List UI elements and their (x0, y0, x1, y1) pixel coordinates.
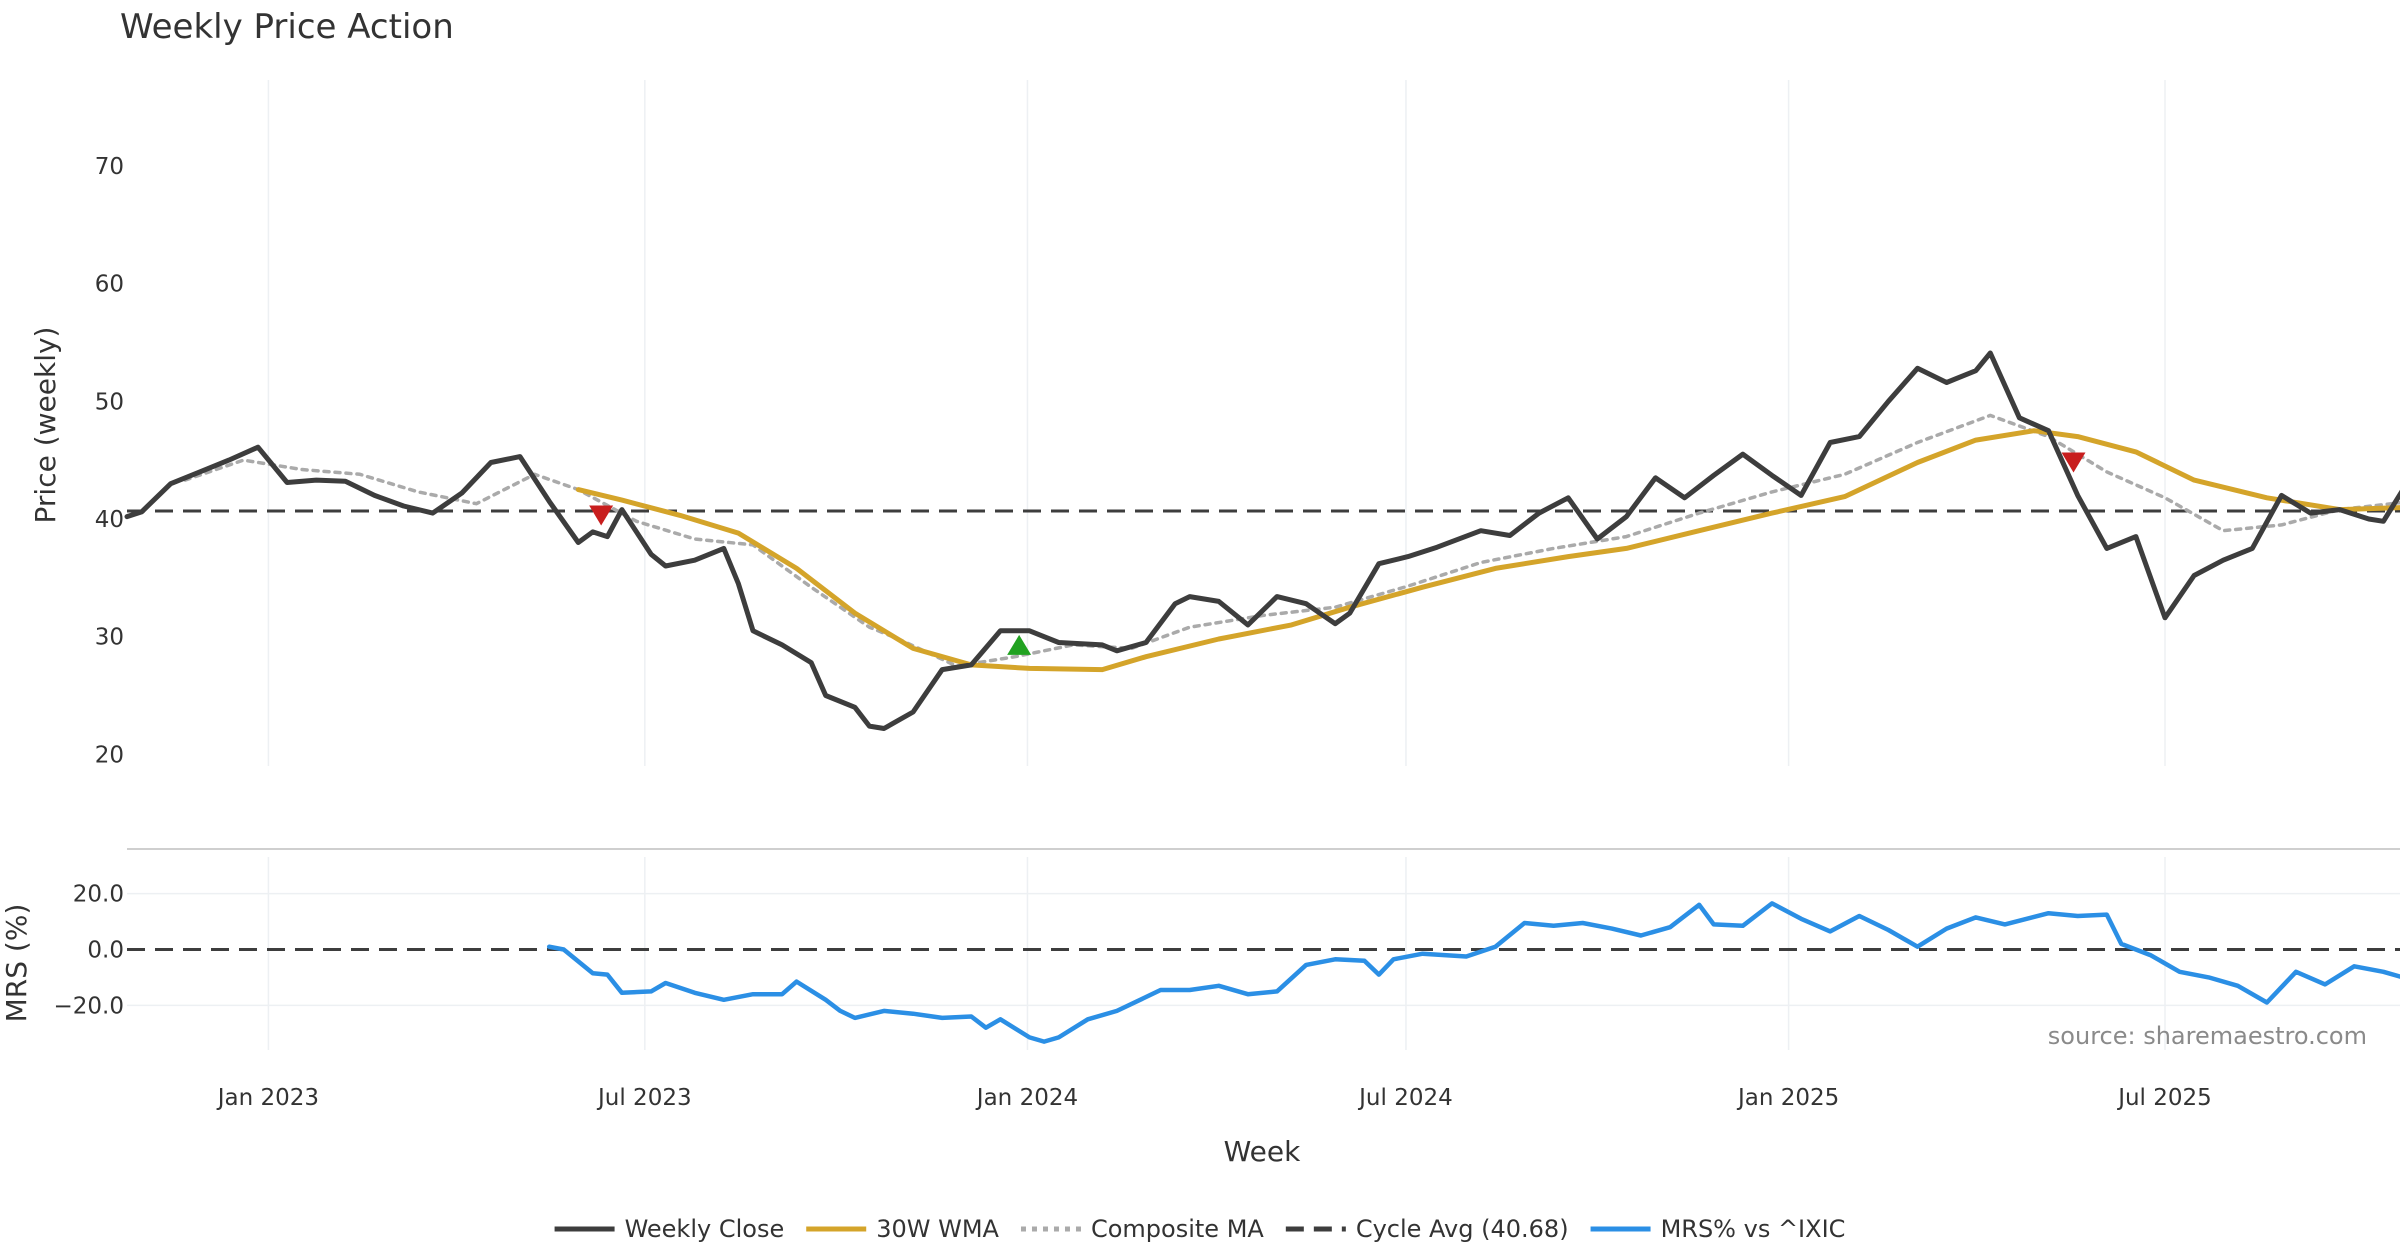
source-text: source: sharemaestro.com (2048, 1022, 2367, 1050)
legend-label: Composite MA (1091, 1215, 1264, 1243)
legend-item-cycle-avg-40-68: Cycle Avg (40.68) (1285, 1215, 1569, 1243)
price-y-tick-label: 40 (95, 507, 124, 533)
legend-label: Cycle Avg (40.68) (1356, 1215, 1569, 1243)
grid-layer: 20 30 40 50 60 70 20.0 0.0 −20.0 (54, 80, 2400, 1050)
composite-ma-line (183, 413, 2400, 668)
x-tick-label: Jan 2025 (1736, 1085, 1839, 1111)
mrs-y-tick-label: 0.0 (87, 938, 124, 964)
mrs-y-axis-label: MRS (%) (0, 904, 33, 1023)
legend-label: MRS% vs ^IXIC (1661, 1215, 1846, 1243)
legend-label: Weekly Close (625, 1215, 785, 1243)
legend: Weekly Close 30W WMA Composite MA Cycle Avg… (554, 1215, 1846, 1243)
price-y-tick-label: 20 (95, 742, 124, 768)
legend-item-weekly-close: Weekly Close (554, 1215, 785, 1243)
legend-item-30w-wma: 30W WMA (806, 1215, 1000, 1243)
x-tick-label: Jul 2024 (1357, 1085, 1453, 1111)
sell-signal-marker (2061, 452, 2086, 473)
mrs-y-tick-label: 20.0 (73, 882, 124, 908)
mrs-layer (127, 901, 2400, 1044)
legend-item-composite-ma: Composite MA (1020, 1215, 1264, 1243)
price-y-tick-label: 60 (95, 272, 124, 298)
sell-signal-marker (589, 505, 614, 526)
price-layer (124, 350, 2400, 731)
legend-label: 30W WMA (876, 1215, 999, 1243)
mrs-line (546, 901, 2400, 1044)
x-tick-label: Jul 2025 (2116, 1085, 2212, 1111)
x-tick-label: Jul 2023 (596, 1085, 692, 1111)
price-y-tick-label: 70 (95, 154, 124, 180)
chart-title: Weekly Price Action (120, 7, 454, 47)
x-tick-layer: Jan 2023 Jul 2023 Jan 2024 Jul 2024 Jan 2025… (216, 1085, 2212, 1111)
x-tick-label: Jan 2023 (216, 1085, 319, 1111)
x-axis-label: Week (1224, 1135, 1301, 1168)
legend-item-mrs-vs-ixic: MRS% vs ^IXIC (1590, 1215, 1846, 1243)
weekly-close-line (124, 350, 2400, 731)
30w-wma-line (575, 428, 2400, 673)
x-tick-label: Jan 2024 (975, 1085, 1078, 1111)
buy-signal-marker (1007, 634, 1032, 655)
price-y-tick-label: 30 (95, 625, 124, 651)
mrs-y-tick-label: −20.0 (54, 993, 124, 1019)
price-y-axis-label: Price (weekly) (29, 327, 62, 524)
price-y-tick-label: 50 (95, 389, 124, 415)
